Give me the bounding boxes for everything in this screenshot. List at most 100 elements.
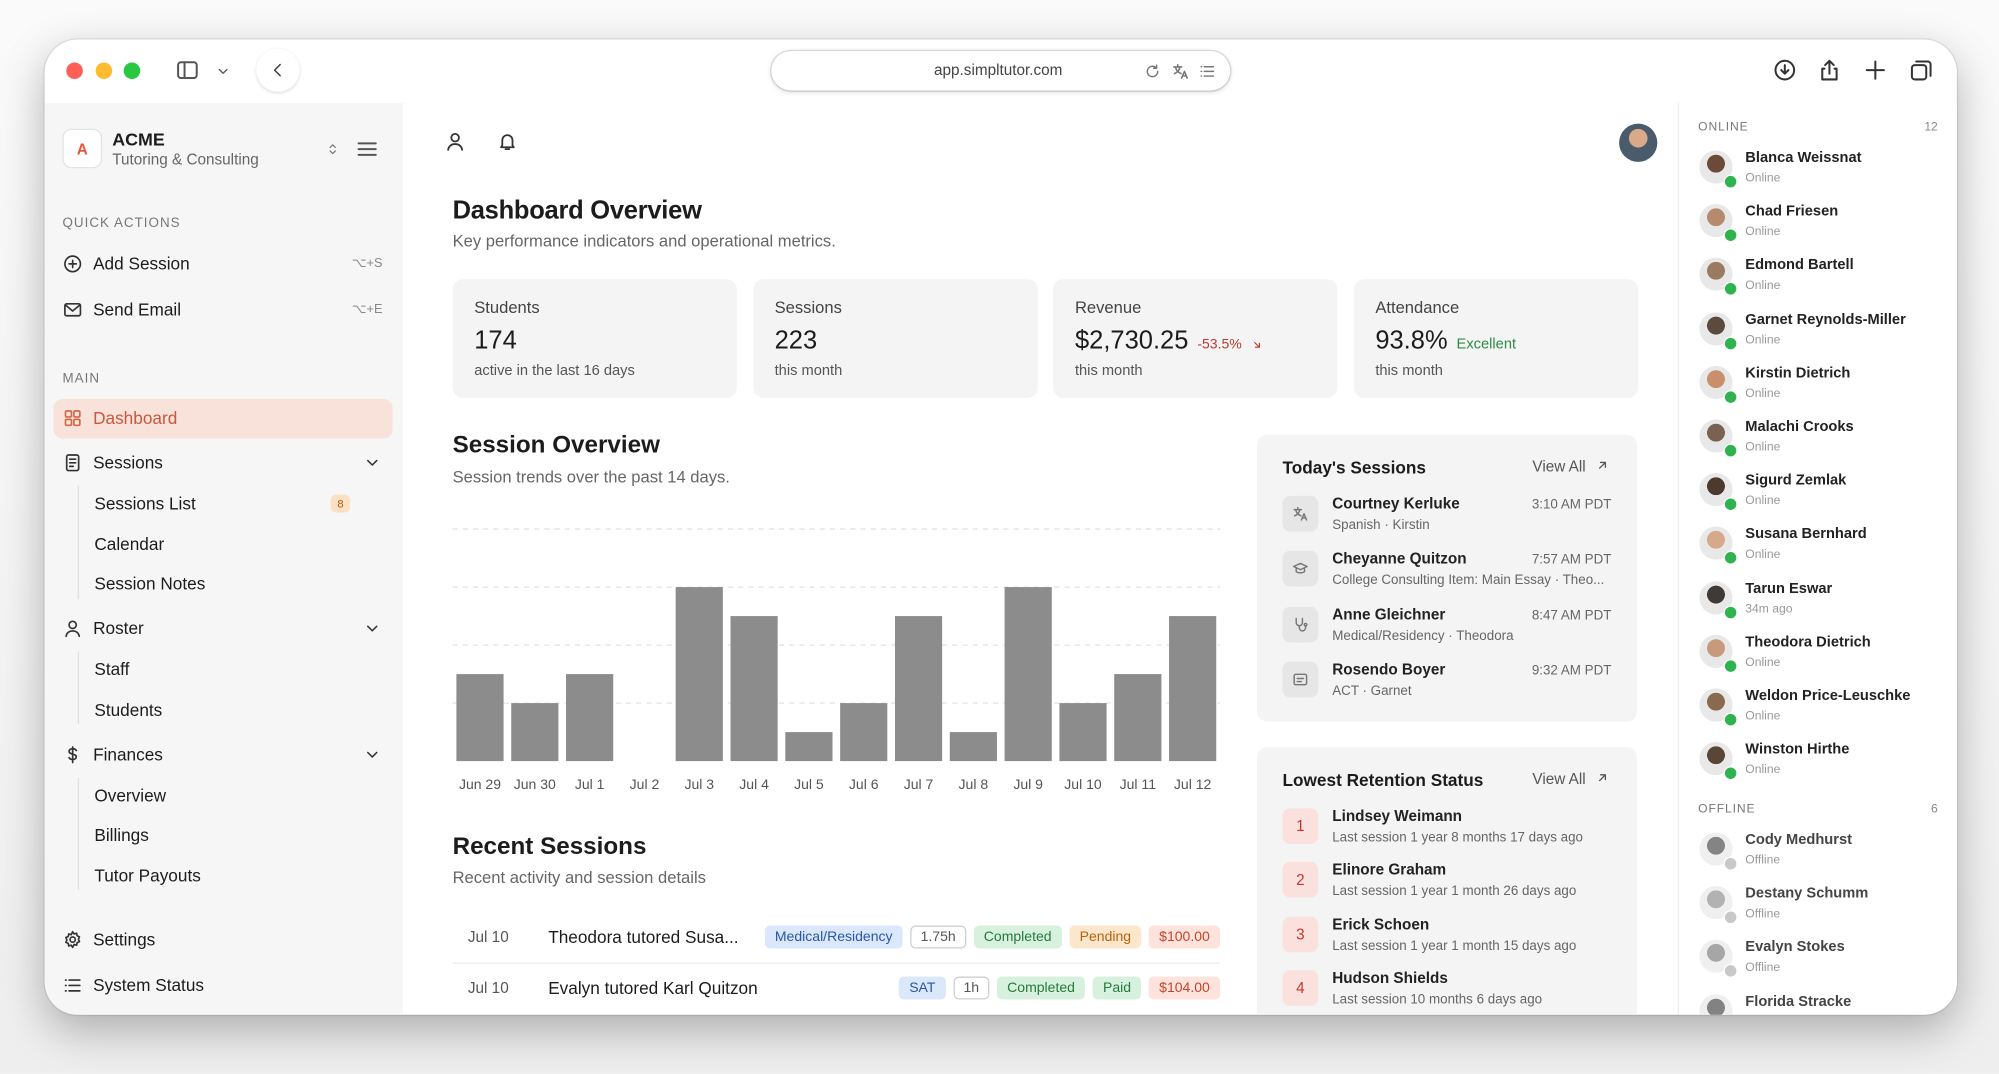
window-control[interactable] [123, 62, 141, 80]
nav-subitem[interactable]: Overview [94, 785, 167, 805]
icon-part [1173, 63, 1189, 79]
org-switcher[interactable] [326, 142, 340, 156]
session-name[interactable]: Courtney Kerluke [1332, 494, 1460, 513]
view-all-link[interactable]: View All [1532, 770, 1586, 788]
view-all-link[interactable]: View All [1532, 457, 1586, 476]
toolbar-button[interactable] [1773, 59, 1796, 82]
session-description[interactable]: Theodora tutored Susa... [548, 927, 739, 947]
kpi-card: Revenue $2,730.25 -53.5% this month [1053, 279, 1338, 398]
nav-item[interactable]: Roster [93, 618, 144, 639]
session-name[interactable]: Cheyanne Quitzon [1332, 549, 1467, 568]
nav-item[interactable]: Sessions [93, 453, 163, 473]
notifications-button[interactable] [497, 131, 517, 151]
nav-item[interactable]: System Status [93, 975, 205, 996]
menu-button[interactable] [356, 138, 379, 161]
sidebar-toggle[interactable] [176, 59, 199, 82]
person-name[interactable]: Susana Bernhard [1745, 527, 1867, 543]
student-name[interactable]: Lindsey Weimann [1332, 806, 1463, 825]
nav-item[interactable]: Settings [93, 930, 156, 950]
nav-subitem[interactable]: Students [94, 699, 163, 720]
expand-toggle[interactable] [363, 454, 381, 472]
action-label[interactable]: Add Session [93, 254, 190, 274]
person-status: Online [1745, 494, 1781, 509]
person-status: Online [1745, 655, 1781, 670]
nav-subitem[interactable]: Billings [94, 825, 149, 845]
nav-subitem[interactable]: Calendar [94, 534, 165, 554]
person-name[interactable]: Malachi Crooks [1745, 419, 1854, 435]
icon-part [1598, 774, 1607, 782]
nav-subitem[interactable]: Staff [94, 659, 130, 679]
toolbar-button[interactable] [1864, 59, 1887, 82]
session-icon [1292, 561, 1309, 578]
reader-button[interactable] [1199, 63, 1216, 80]
rank-box [1282, 916, 1319, 952]
person-name[interactable]: Sigurd Zemlak [1745, 473, 1847, 489]
user-avatar[interactable] [1619, 123, 1658, 162]
back-button[interactable] [256, 48, 300, 92]
session-name[interactable]: Rosendo Boyer [1332, 660, 1446, 679]
action-label[interactable]: Send Email [93, 299, 182, 319]
status-dot [1723, 282, 1738, 297]
icon-part [65, 930, 81, 949]
person-name[interactable]: Cody Medhurst [1745, 832, 1853, 848]
nav-item[interactable]: Finances [93, 744, 163, 764]
address-bar[interactable] [771, 50, 1231, 91]
icon-part [1865, 60, 1885, 80]
icon-part [1146, 64, 1159, 78]
last-session: Last session 1 year 8 months 17 days ago [1332, 829, 1584, 846]
icon-part [1910, 64, 1928, 81]
x-tick-label: Jul 12 [1174, 776, 1212, 792]
person-name[interactable]: Destany Schumm [1745, 886, 1869, 902]
student-name[interactable]: Hudson Shields [1332, 968, 1448, 987]
person-name[interactable]: Blanca Weissnat [1745, 150, 1862, 166]
person-name[interactable]: Chad Friesen [1745, 204, 1839, 220]
status-dot [1723, 497, 1738, 512]
person-name[interactable]: Edmond Bartell [1745, 258, 1854, 274]
url-text[interactable]: app.simpltutor.com [934, 61, 1063, 80]
icon-part [1200, 66, 1215, 77]
bar [785, 732, 833, 762]
icon-part [64, 418, 73, 427]
kpi-label: Sessions [774, 297, 842, 317]
toolbar-button[interactable] [1818, 59, 1841, 82]
student-name[interactable]: Erick Schoen [1332, 914, 1430, 933]
person-name[interactable]: Theodora Dietrich [1745, 634, 1871, 650]
org-name[interactable]: ACME [112, 128, 165, 150]
person-name[interactable]: Kirstin Dietrich [1745, 365, 1851, 381]
nav-subitem[interactable]: Session Notes [94, 574, 206, 594]
person-name[interactable]: Garnet Reynolds-Miller [1745, 311, 1906, 328]
status-dot [1723, 712, 1738, 727]
expand-toggle[interactable] [363, 745, 381, 763]
x-tick-label: Jun 29 [459, 776, 501, 792]
tab-menu[interactable] [215, 64, 230, 79]
window-control[interactable] [94, 62, 112, 80]
window-control[interactable] [66, 62, 83, 80]
nav-subitem[interactable]: Tutor Payouts [94, 865, 201, 885]
person-name[interactable]: Winston Hirthe [1745, 742, 1850, 758]
reload-button[interactable] [1144, 63, 1161, 80]
nav-item[interactable]: Dashboard [93, 408, 178, 428]
nav-icon [63, 619, 82, 638]
icon-part [1292, 563, 1308, 574]
person-name[interactable]: Tarun Eswar [1745, 580, 1833, 597]
session-name[interactable]: Anne Gleichner [1332, 605, 1446, 623]
icon-part [64, 302, 82, 316]
toolbar-button[interactable] [1910, 59, 1933, 82]
kpi-note: active in the last 16 days [474, 363, 635, 379]
student-name[interactable]: Elinore Graham [1332, 860, 1447, 879]
shortcut: ⌥+E [351, 302, 383, 317]
expand-toggle[interactable] [363, 620, 381, 638]
profile-button[interactable] [445, 131, 465, 151]
nav-subitem[interactable]: Sessions List [94, 494, 196, 514]
session-description[interactable]: Evalyn tutored Karl Quitzon [548, 978, 758, 998]
translate-button[interactable] [1172, 62, 1190, 80]
kpi-note: this month [1074, 363, 1143, 379]
subject-chip: Medical/Residency [764, 925, 903, 949]
icon-part [1303, 622, 1308, 627]
person-name[interactable]: Florida Stracke [1745, 993, 1852, 1010]
icon-part [1173, 63, 1189, 79]
person-name[interactable]: Weldon Price-Leuschke [1745, 688, 1911, 704]
status-dot [1723, 605, 1738, 620]
person-name[interactable]: Evalyn Stokes [1745, 940, 1845, 956]
